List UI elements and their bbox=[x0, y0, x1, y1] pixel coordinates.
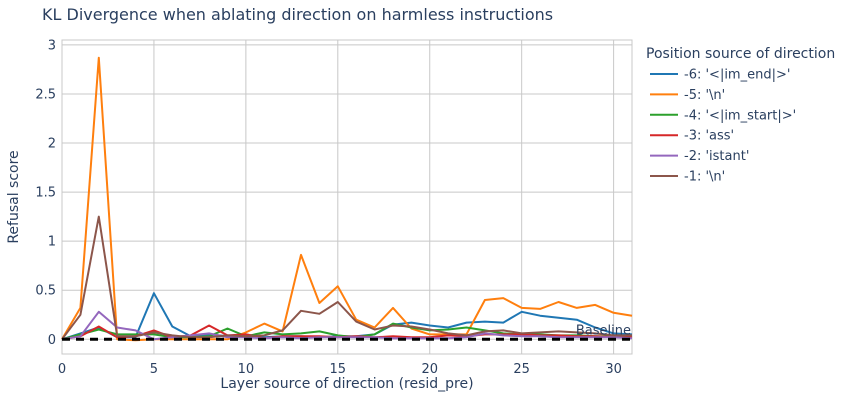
y-tick-label-4: 2 bbox=[48, 137, 56, 152]
y-axis-title: Refusal score bbox=[6, 150, 22, 243]
x-tick-label-30: 30 bbox=[605, 362, 622, 377]
x-tick-label-0: 0 bbox=[58, 362, 66, 377]
legend-title: Position source of direction bbox=[646, 46, 835, 62]
legend-label-3: -3: 'ass' bbox=[684, 129, 734, 144]
y-tick-label-1: 0.5 bbox=[35, 284, 56, 299]
series-line-4 bbox=[61, 310, 633, 341]
y-tick-label-2: 1 bbox=[48, 235, 56, 250]
x-axis-title: Layer source of direction (resid_pre) bbox=[220, 376, 473, 392]
y-tick-label-6: 3 bbox=[48, 38, 56, 53]
legend-label-1: -5: '\n' bbox=[684, 88, 725, 103]
chart-title: KL Divergence when ablating direction on… bbox=[42, 5, 553, 24]
y-axis-ticks: 0 0.5 1 1.5 2 2.5 3 bbox=[35, 38, 56, 347]
legend-label-5: -1: '\n' bbox=[684, 170, 725, 185]
x-axis-ticks: 0 5 10 15 20 25 30 bbox=[58, 362, 622, 377]
baseline-label: Baseline bbox=[576, 323, 631, 338]
x-tick-label-15: 15 bbox=[330, 362, 347, 377]
x-tick-label-10: 10 bbox=[238, 362, 255, 377]
y-tick-label-3: 1.5 bbox=[35, 186, 56, 201]
y-tick-label-5: 2.5 bbox=[35, 87, 56, 102]
legend: Position source of direction -6: '<|im_e… bbox=[646, 46, 835, 185]
x-tick-label-25: 25 bbox=[513, 362, 530, 377]
series-lines bbox=[61, 56, 633, 342]
legend-label-4: -2: 'istant' bbox=[684, 149, 749, 164]
y-tick-label-0: 0 bbox=[48, 333, 56, 348]
x-tick-label-5: 5 bbox=[150, 362, 158, 377]
legend-label-2: -4: '<|im_start|>' bbox=[684, 108, 796, 123]
plot-area: Baseline bbox=[61, 39, 633, 355]
legend-label-0: -6: '<|im_end|>' bbox=[684, 68, 790, 83]
grid-lines bbox=[61, 40, 632, 354]
legend-items: -6: '<|im_end|>' -5: '\n' -4: '<|im_start|… bbox=[650, 68, 796, 185]
series-line-5 bbox=[61, 215, 632, 340]
baseline-layer: Baseline bbox=[62, 323, 632, 341]
x-tick-label-20: 20 bbox=[421, 362, 438, 377]
